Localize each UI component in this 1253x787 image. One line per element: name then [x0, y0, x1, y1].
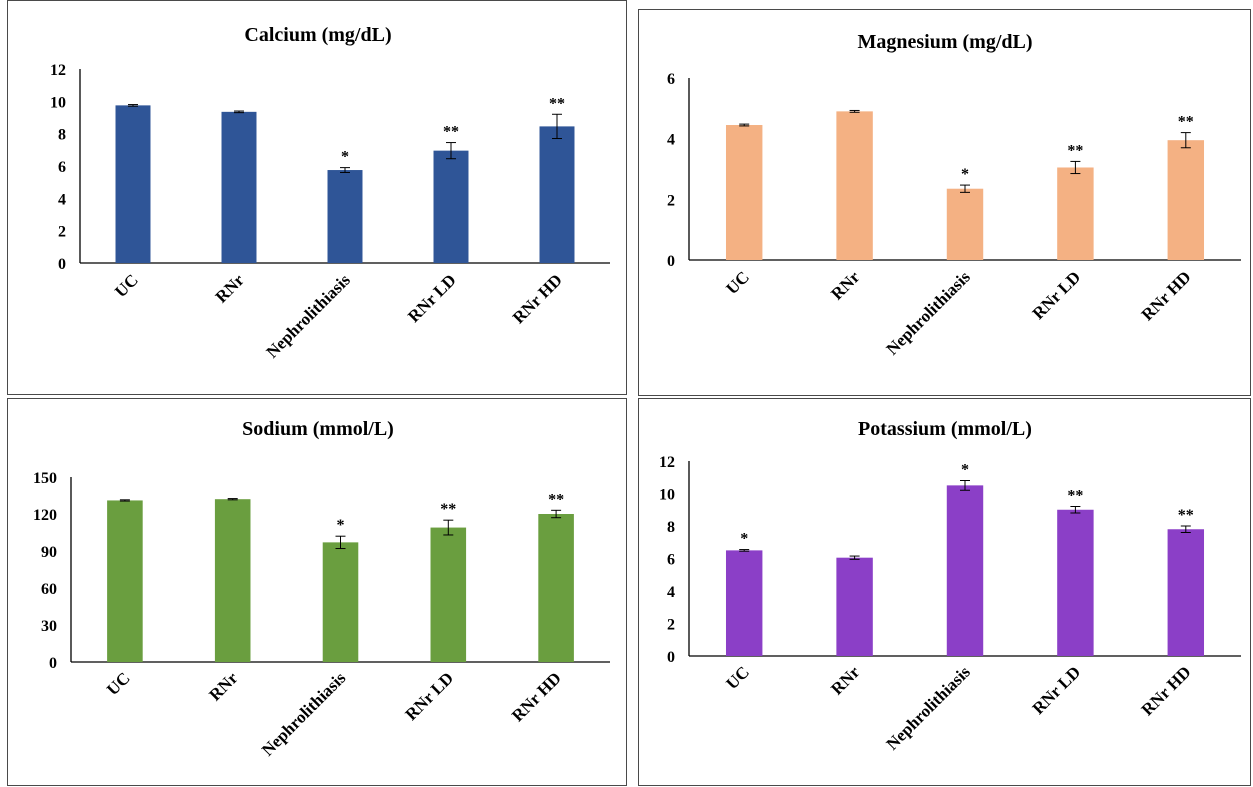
y-tick-label: 2: [58, 224, 66, 241]
chart-title: Magnesium (mg/dL): [858, 31, 1033, 53]
bar-sodium-rnr-hd: [538, 514, 574, 662]
x-category-label: RNr HD: [1138, 267, 1195, 324]
y-tick-label: 6: [667, 71, 675, 88]
y-tick-label: 10: [50, 94, 66, 111]
bar-sodium-rnr: [214, 499, 251, 662]
y-tick-label: 10: [659, 487, 675, 504]
significance-marker: *: [341, 149, 349, 166]
potassium-chart-panel: Potassium (mmol/L) 0 2 4 6 8 10 12 * UC RNr * Nephro…: [638, 398, 1251, 786]
x-category-label: RNr: [205, 668, 241, 704]
y-tick-label: 120: [33, 507, 57, 524]
bar-magnesium-rnr-hd: [1167, 140, 1205, 260]
chart-title: Sodium (mmol/L): [242, 418, 394, 440]
bar-magnesium-rnr: [836, 111, 873, 260]
significance-marker: *: [337, 517, 345, 534]
significance-marker: *: [961, 166, 969, 183]
x-category-label: RNr LD: [404, 270, 460, 326]
x-category-label: RNr HD: [508, 668, 565, 725]
x-category-label: RNr: [827, 662, 863, 698]
y-tick-label: 0: [58, 256, 66, 273]
bar-calcium-rnr-hd: [539, 126, 575, 264]
bar-magnesium-rnr-ld: [1057, 167, 1094, 260]
x-category-label: Nephrolithiasis: [262, 270, 354, 362]
bar-sodium-rnr-ld: [430, 527, 467, 662]
significance-marker: **: [549, 95, 565, 112]
calcium-chart: Calcium (mg/dL) 0 2 4 6 8 10 12 UC RNr * Nephrolith…: [50, 24, 610, 362]
bar-sodium-nephrolithiasis: [322, 542, 359, 662]
bar-potassium-uc: [725, 550, 763, 656]
x-category-label: Nephrolithiasis: [882, 267, 974, 359]
x-category-label: UC: [722, 267, 753, 298]
sodium-chart: Sodium (mmol/L) 0 30 60 90 120 150 UC RNr * Nephro…: [33, 418, 610, 760]
x-category-label: RNr LD: [401, 668, 457, 724]
bar-calcium-nephrolithiasis: [327, 170, 363, 263]
significance-marker: **: [443, 124, 459, 141]
y-tick-label: 8: [58, 127, 66, 144]
y-tick-label: 12: [50, 62, 66, 79]
x-category-label: RNr HD: [1138, 662, 1195, 719]
x-category-label: RNr HD: [509, 270, 566, 327]
x-category-label: RNr: [827, 267, 863, 303]
y-tick-label: 6: [667, 552, 675, 569]
y-tick-label: 4: [58, 191, 66, 208]
x-category-label: UC: [103, 668, 134, 699]
magnesium-chart: Magnesium (mg/dL) 0 2 4 6 UC RNr * Nephrolithias…: [667, 31, 1241, 359]
significance-marker: *: [740, 531, 748, 548]
x-category-label: Nephrolithiasis: [258, 668, 350, 760]
bar-potassium-rnr-ld: [1057, 509, 1094, 656]
sodium-chart-panel: Sodium (mmol/L) 0 30 60 90 120 150 UC RNr * Nephro…: [7, 398, 627, 786]
x-category-label: RNr: [212, 270, 248, 306]
y-tick-label: 0: [49, 655, 57, 672]
y-tick-label: 2: [667, 617, 675, 634]
chart-title: Calcium (mg/dL): [244, 24, 391, 46]
significance-marker: **: [1067, 142, 1083, 159]
y-tick-label: 90: [41, 544, 57, 561]
x-category-label: Nephrolithiasis: [882, 662, 974, 754]
y-tick-label: 0: [667, 649, 675, 666]
bar-sodium-uc: [107, 500, 143, 662]
significance-marker: **: [1178, 114, 1194, 131]
y-tick-label: 4: [667, 132, 675, 149]
bar-potassium-nephrolithiasis: [946, 485, 984, 656]
bar-potassium-rnr: [836, 557, 873, 656]
chart-title: Potassium (mmol/L): [858, 418, 1032, 440]
significance-marker: **: [440, 501, 456, 518]
potassium-chart: Potassium (mmol/L) 0 2 4 6 8 10 12 * UC RNr * Nephro…: [659, 418, 1241, 754]
bar-potassium-rnr-hd: [1167, 529, 1205, 656]
y-tick-label: 4: [667, 584, 675, 601]
x-category-label: UC: [722, 662, 753, 693]
bar-magnesium-nephrolithiasis: [946, 188, 984, 260]
x-category-label: RNr LD: [1029, 662, 1085, 718]
y-tick-label: 6: [58, 159, 66, 176]
bar-calcium-uc: [115, 105, 151, 263]
magnesium-chart-panel: Magnesium (mg/dL) 0 2 4 6 UC RNr * Nephrolithias…: [638, 9, 1251, 396]
y-tick-label: 150: [33, 470, 57, 487]
y-tick-label: 2: [667, 192, 675, 209]
y-tick-label: 8: [667, 519, 675, 536]
bar-calcium-rnr: [221, 111, 257, 263]
calcium-chart-panel: Calcium (mg/dL) 0 2 4 6 8 10 12 UC RNr * Nephrolith…: [7, 0, 627, 395]
significance-marker: **: [1067, 488, 1083, 505]
y-tick-label: 60: [41, 581, 57, 598]
y-tick-label: 12: [659, 454, 675, 471]
x-category-label: UC: [111, 270, 142, 301]
significance-marker: **: [1178, 507, 1194, 524]
y-tick-label: 30: [41, 618, 57, 635]
bar-calcium-rnr-ld: [433, 150, 469, 263]
y-tick-label: 0: [667, 253, 675, 270]
bar-magnesium-uc: [725, 125, 763, 261]
significance-marker: **: [548, 491, 564, 508]
significance-marker: *: [961, 462, 969, 479]
x-category-label: RNr LD: [1029, 267, 1085, 323]
